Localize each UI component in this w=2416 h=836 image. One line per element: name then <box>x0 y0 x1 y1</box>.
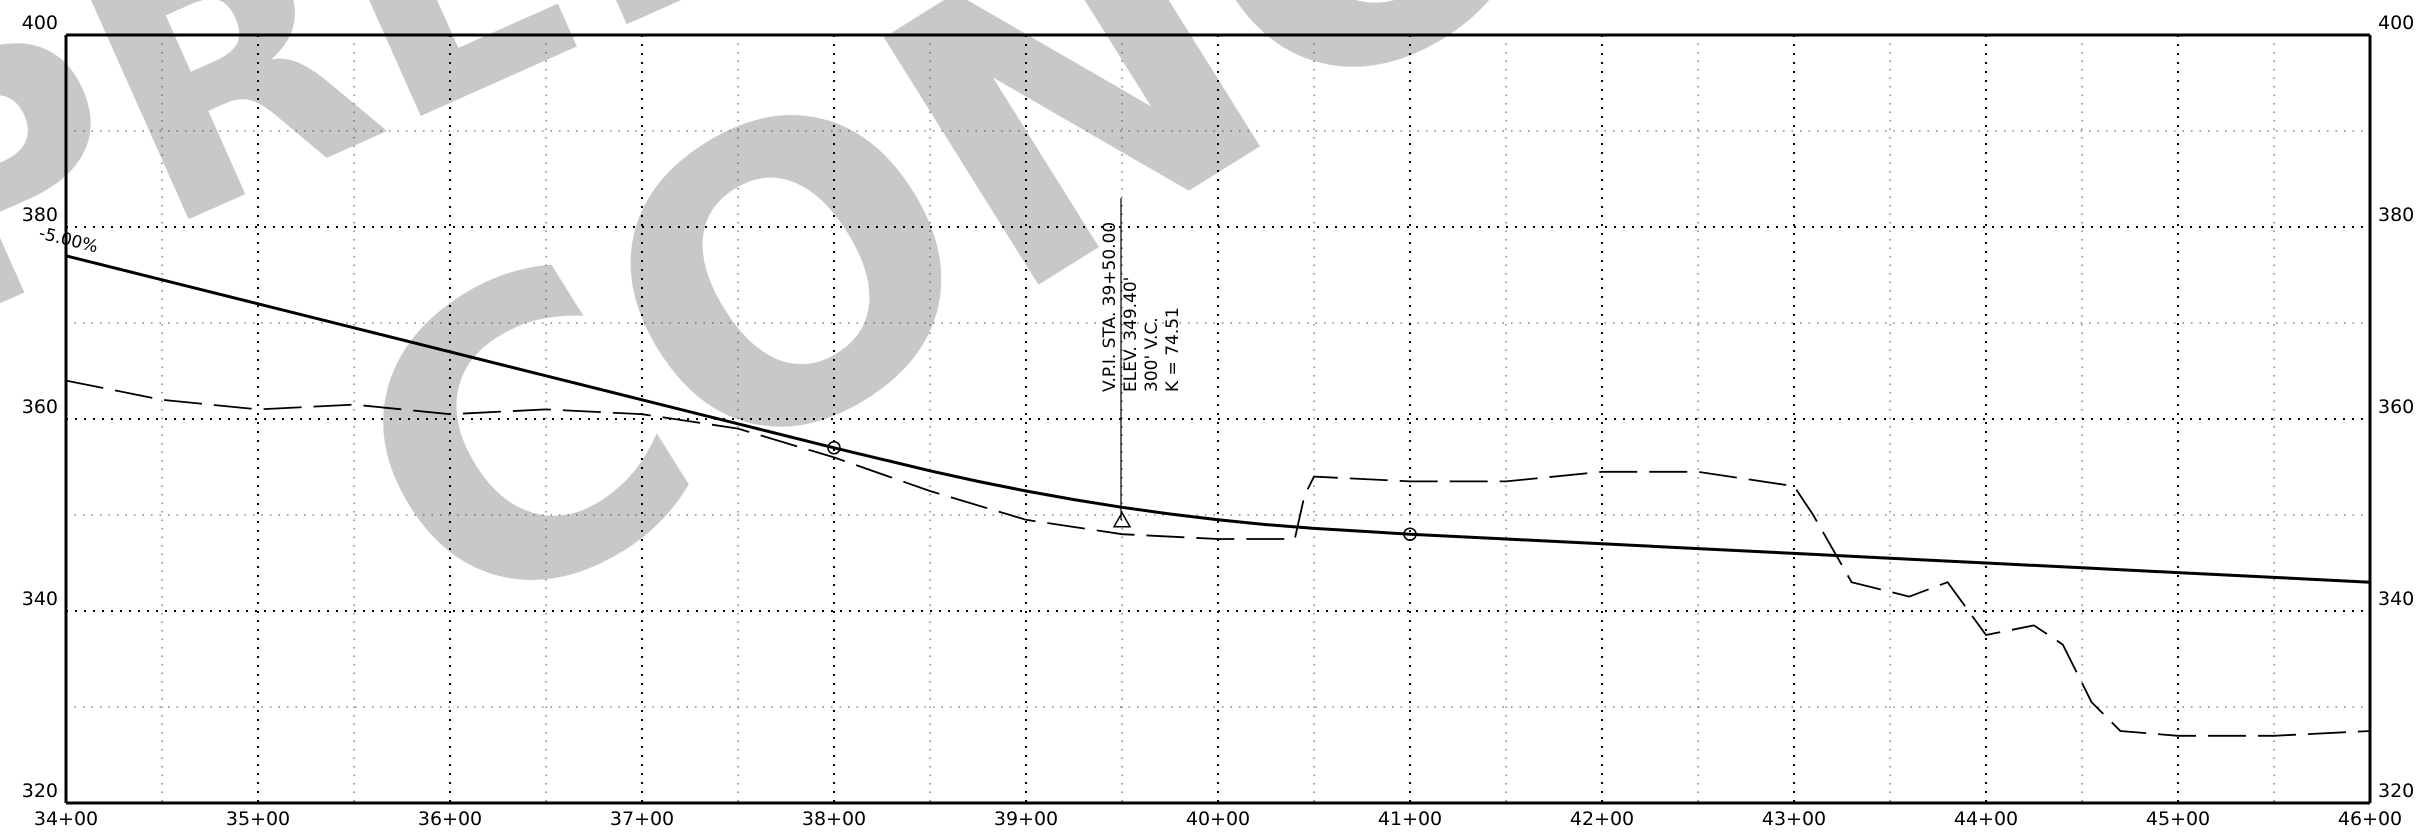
x-axis-ticks: 34+00 35+00 36+00 37+00 38+00 39+00 40+00 41+00… <box>34 808 2402 830</box>
vpi-label: V.P.I. STA. 39+50.00 ELEV. 349.40' 300' … <box>1100 222 1183 392</box>
vpi-k-value-text: K = 74.51 <box>1163 307 1183 392</box>
plot-frame <box>64 33 2372 805</box>
x-tick-label: 38+00 <box>802 808 866 830</box>
y-tick-label-left: 380 <box>22 204 58 226</box>
vpi-triangle-marker <box>1112 511 1132 528</box>
y-tick-label-right: 400 <box>2378 12 2414 34</box>
vpi-station-text: V.P.I. STA. 39+50.00 <box>1100 222 1120 392</box>
existing-ground-line <box>65 379 2371 737</box>
y-tick-label-left: 320 <box>22 780 58 802</box>
y-axis-ticks: 320 320 340 340 360 360 380 380 400 400 <box>22 12 2415 802</box>
y-tick-label-left: 340 <box>22 588 58 610</box>
curve-point-marker <box>827 441 841 455</box>
x-tick-label: 36+00 <box>418 808 482 830</box>
vpi-elevation-text: ELEV. 349.40' <box>1121 277 1141 392</box>
x-tick-label: 39+00 <box>994 808 1058 830</box>
y-tick-label-left: 400 <box>22 12 58 34</box>
grid <box>66 35 2370 803</box>
y-tick-label-right: 380 <box>2378 204 2414 226</box>
series <box>65 254 2371 737</box>
x-tick-label: 41+00 <box>1378 808 1442 830</box>
vpi-curve-length-text: 300' V.C. <box>1142 317 1162 392</box>
x-tick-label: 44+00 <box>1954 808 2018 830</box>
x-tick-label: 42+00 <box>1570 808 1634 830</box>
markers <box>827 441 1417 541</box>
y-tick-label-right: 320 <box>2378 780 2414 802</box>
x-tick-label: 46+00 <box>2338 808 2402 830</box>
x-tick-label: 35+00 <box>226 808 290 830</box>
x-tick-label: 37+00 <box>610 808 674 830</box>
x-tick-label: 40+00 <box>1186 808 1250 830</box>
curve-point-marker <box>1403 527 1417 541</box>
y-tick-label-right: 360 <box>2378 396 2414 418</box>
x-tick-label: 43+00 <box>1762 808 1826 830</box>
x-tick-label: 45+00 <box>2146 808 2210 830</box>
y-tick-label-left: 360 <box>22 396 58 418</box>
proposed-grade-line <box>65 254 2371 584</box>
y-tick-label-right: 340 <box>2378 588 2414 610</box>
x-tick-label: 34+00 <box>34 808 98 830</box>
